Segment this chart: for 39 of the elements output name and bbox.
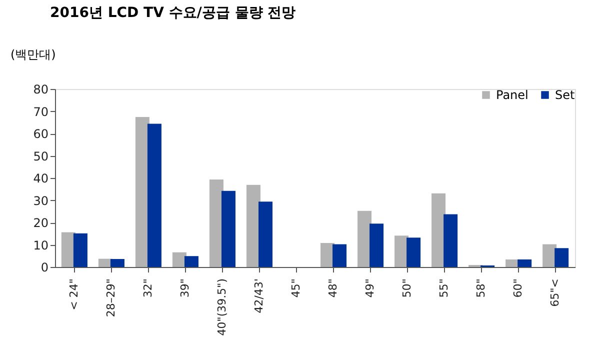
y-tick-label: 30 (33, 194, 48, 208)
bar (406, 238, 421, 267)
x-tick-label: 49" (364, 278, 377, 298)
bar (110, 258, 124, 267)
bar (554, 248, 569, 267)
bar (332, 244, 347, 267)
x-tick-label: 45" (289, 278, 302, 298)
y-tick-label: 70 (33, 104, 48, 119)
x-tick-label: 28–29" (104, 278, 118, 318)
bar (147, 124, 162, 267)
x-tick-label: < 24" (67, 278, 80, 310)
bar (73, 233, 88, 267)
x-tick-label: 60" (512, 278, 525, 298)
bar (184, 256, 198, 267)
x-tick-label: 42/43' (252, 278, 266, 314)
x-tick-label: 55" (438, 278, 451, 298)
y-tick-label: 0 (40, 260, 48, 274)
y-tick-label: 80 (33, 82, 48, 96)
y-tick-label: 60 (33, 127, 48, 141)
x-tick-label: 50" (400, 278, 414, 298)
y-axis-title: (백만대) (10, 48, 56, 62)
y-tick-label: 40 (33, 172, 48, 186)
x-tick-label: 65"< (548, 278, 562, 307)
y-tick-label: 50 (33, 149, 48, 164)
bar (258, 202, 272, 267)
bar (370, 224, 384, 267)
bar (444, 214, 458, 267)
legend-label: Panel (496, 88, 528, 102)
bar (221, 190, 236, 267)
y-tick-label: 20 (33, 216, 48, 230)
y-tick-label: 10 (33, 238, 48, 252)
bar (518, 259, 532, 267)
x-tick-label: 39" (178, 278, 192, 298)
x-tick-label: 58" (474, 278, 488, 298)
legend-label: Set (555, 88, 575, 102)
x-tick-label: 48" (326, 278, 340, 298)
chart-title: 2016년 LCD TV 수요/공급 물량 전망 (50, 5, 296, 21)
x-tick-label: 32" (141, 278, 154, 298)
x-tick-label: 40"(39.5") (215, 278, 228, 336)
